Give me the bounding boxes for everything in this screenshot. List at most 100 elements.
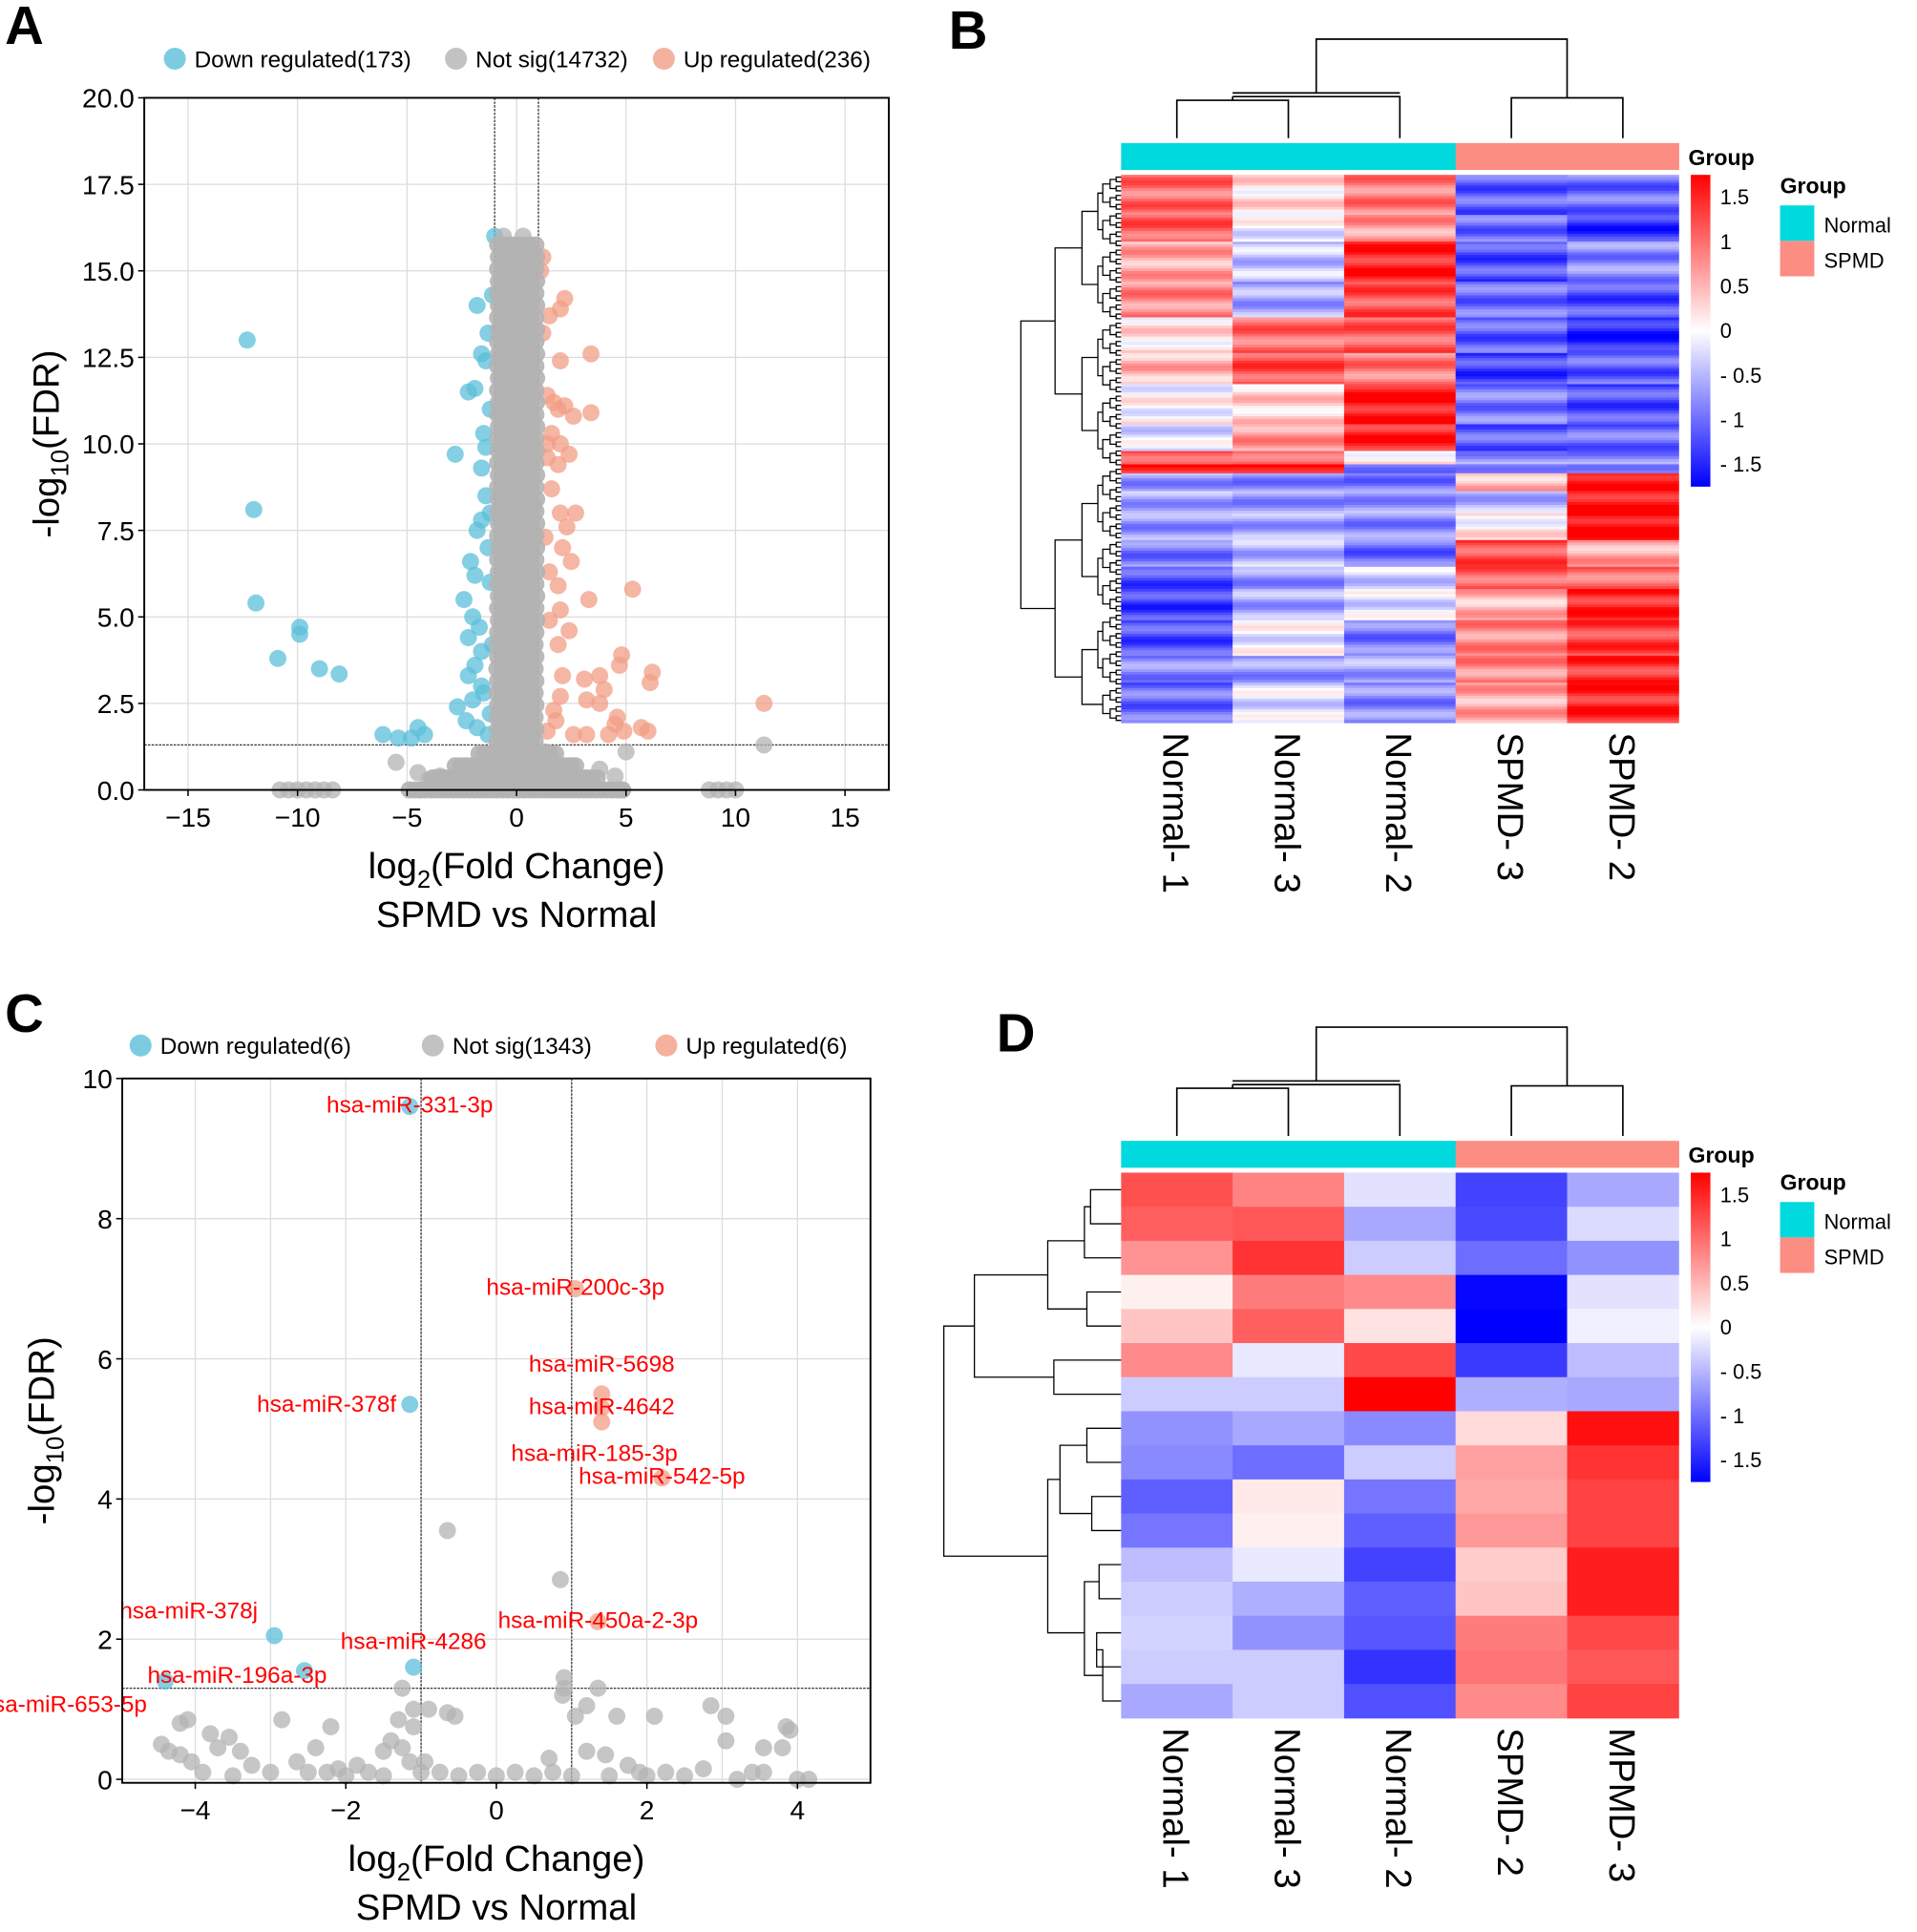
heatmap-cell	[1343, 709, 1457, 713]
heatmap-cell	[1567, 674, 1679, 678]
data-point	[238, 331, 256, 349]
heatmap-cell	[1567, 1547, 1679, 1583]
heatmap-cell	[1567, 448, 1679, 452]
heatmap-cell	[1343, 591, 1457, 596]
heatmap-cell	[1343, 601, 1457, 605]
heatmap-cells	[1121, 1172, 1679, 1719]
heatmap-cell	[1343, 410, 1457, 414]
group-legend-title: Group	[1780, 1169, 1846, 1194]
heatmap-cell	[1343, 711, 1457, 716]
heatmap-cell	[1567, 1207, 1679, 1242]
heatmap-cell	[1343, 339, 1457, 343]
heatmap-cell	[1121, 502, 1233, 506]
heatmap-cell	[1121, 379, 1233, 383]
heatmap-cell	[1455, 427, 1569, 430]
heatmap-cell	[1121, 536, 1233, 541]
heatmap-cell	[1121, 381, 1233, 385]
volcano-plot-c: Down regulated(6) Not sig(1343) Up regulat…	[0, 1034, 872, 1928]
heatmap-cell	[1343, 505, 1457, 509]
dendrogram-branch	[1115, 431, 1122, 438]
heatmap-cell	[1567, 475, 1679, 479]
heatmap-cell	[1343, 1343, 1457, 1378]
heatmap-cell	[1567, 282, 1679, 285]
heatmap-cell	[1343, 594, 1457, 598]
heatmap-cell	[1455, 403, 1569, 407]
heatmap-cell	[1232, 518, 1345, 522]
heatmap-cell	[1232, 704, 1345, 707]
dendrogram-branch	[1115, 203, 1122, 210]
heatmap-cell	[1232, 711, 1345, 716]
heatmap-cell	[1121, 349, 1233, 354]
x-axis-title: log2(Fold Change)	[369, 846, 665, 893]
heatmap-cell	[1232, 467, 1345, 472]
heatmap-cell	[1567, 456, 1679, 460]
heatmap-cell	[1232, 228, 1345, 232]
x-tick-label: 15	[830, 802, 859, 832]
heatmap-cell	[1455, 363, 1569, 367]
heatmap-cell	[1121, 631, 1233, 635]
heatmap-cell	[1343, 431, 1457, 436]
data-point	[393, 1679, 411, 1697]
heatmap-cell	[1121, 601, 1233, 605]
heatmap-cell	[1343, 252, 1457, 256]
annotation-label: Group	[1689, 1143, 1755, 1167]
heatmap-cell	[1455, 295, 1569, 299]
group-annotation-cell	[1343, 142, 1457, 171]
group-annotation-cell	[1232, 142, 1345, 171]
heatmap-cell	[1455, 311, 1569, 316]
heatmap-cell	[1232, 507, 1345, 512]
heatmap-cell	[1121, 698, 1233, 703]
heatmap-cell	[1455, 597, 1569, 600]
heatmap-cell	[1121, 421, 1233, 425]
heatmap-cell	[1232, 1581, 1345, 1617]
heatmap-cell	[1455, 598, 1569, 603]
heatmap-cell	[1567, 416, 1679, 420]
heatmap-cell	[1567, 682, 1679, 686]
heatmap-cell	[1121, 1207, 1233, 1242]
heatmap-cell	[1455, 639, 1569, 643]
heatmap-cell	[1121, 323, 1233, 326]
dendrogram-branch	[1096, 1648, 1122, 1702]
heatmap-cell	[1455, 674, 1569, 678]
heatmap-cell	[1567, 1684, 1679, 1719]
data-point	[269, 649, 286, 667]
heatmap-cell	[1343, 499, 1457, 503]
heatmap-cell	[1455, 440, 1569, 444]
heatmap-cell	[1343, 387, 1457, 390]
heatmap-cell	[1121, 243, 1233, 248]
heatmap-cell	[1567, 518, 1679, 522]
heatmap-cell	[1343, 1513, 1457, 1548]
heatmap-cell	[1232, 368, 1345, 372]
heatmap-cell	[1455, 483, 1569, 487]
data-point	[471, 619, 489, 637]
x-tick-label: 4	[790, 1795, 805, 1825]
data-point	[560, 621, 579, 640]
heatmap-cell	[1232, 295, 1345, 299]
heatmap-cell	[1121, 355, 1233, 359]
heatmap-cell	[1232, 225, 1345, 229]
heatmap-cell	[1121, 352, 1233, 357]
heatmap-cell	[1343, 273, 1457, 278]
data-point	[564, 725, 582, 744]
heatmap-cell	[1455, 286, 1569, 291]
data-point	[449, 698, 467, 716]
heatmap-cell	[1567, 561, 1679, 565]
heatmap-cell	[1455, 453, 1569, 457]
heatmap-cell	[1567, 1581, 1679, 1617]
gene-label: hsa-miR-200c-3p	[486, 1275, 664, 1301]
heatmap-cell	[1567, 714, 1679, 718]
heatmap-cell	[1343, 276, 1457, 280]
dendrogram-branch	[1115, 715, 1122, 722]
heatmap-cell	[1567, 279, 1679, 283]
heatmap-cell	[1455, 709, 1569, 713]
heatmap-cell	[1343, 717, 1457, 721]
heatmap-cell	[1455, 308, 1569, 313]
heatmap-cell	[1343, 674, 1457, 678]
heatmap-cell	[1567, 709, 1679, 713]
heatmap-cell	[1343, 526, 1457, 531]
heatmap-cell	[1567, 311, 1679, 316]
colorbar-tick-label: - 0.5	[1720, 1360, 1762, 1384]
heatmap-cell	[1121, 233, 1233, 238]
heatmap-cell	[1232, 491, 1345, 494]
heatmap-cell	[1567, 203, 1679, 208]
